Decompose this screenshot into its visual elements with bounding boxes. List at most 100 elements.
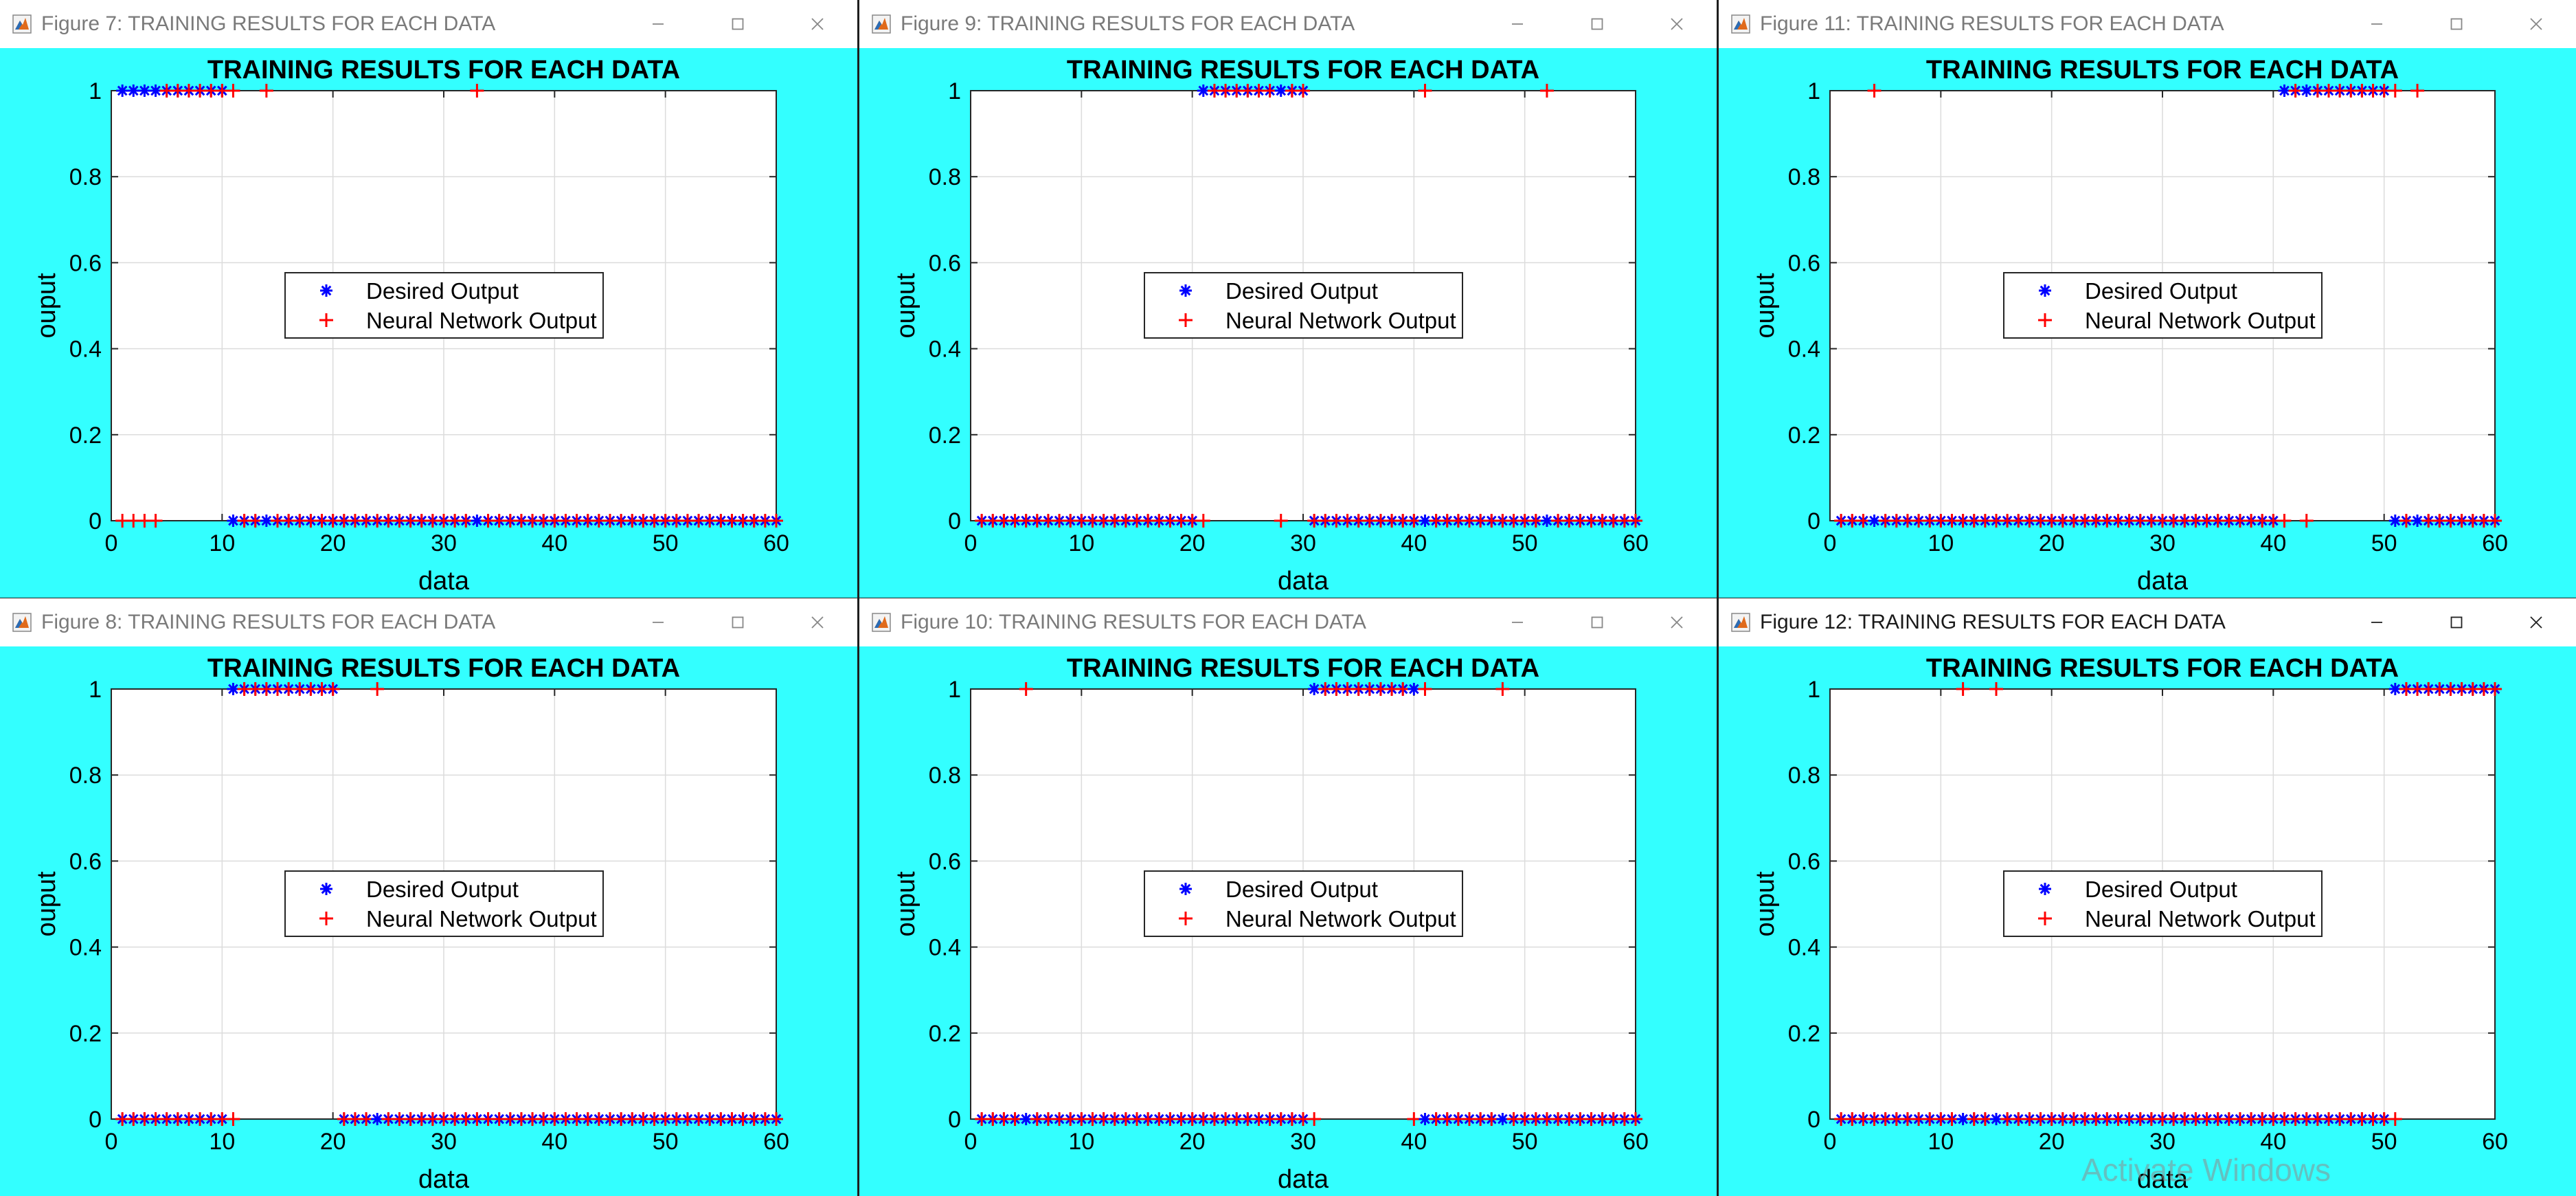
- x-tick-label: 30: [2149, 530, 2176, 556]
- y-tick-label: 0.4: [1788, 337, 1820, 363]
- minimize-button[interactable]: [2356, 607, 2397, 638]
- window-titlebar[interactable]: Figure 10: TRAINING RESULTS FOR EACH DAT…: [859, 598, 1717, 646]
- network-output-point: [2399, 514, 2413, 528]
- desired-output-point: [227, 683, 240, 695]
- minimize-button[interactable]: [1497, 8, 1538, 40]
- close-icon: [1671, 18, 1683, 30]
- network-output-point: [326, 682, 340, 696]
- y-tick-label: 1: [948, 78, 961, 104]
- chart-title: TRAINING RESULTS FOR EACH DATA: [1067, 56, 1539, 84]
- legend-label-network: Neural Network Output: [1225, 906, 1456, 932]
- window-titlebar[interactable]: Figure 7: TRAINING RESULTS FOR EACH DATA: [0, 0, 857, 48]
- y-tick-label: 0.8: [69, 164, 102, 190]
- x-tick-label: 50: [653, 1129, 679, 1155]
- matlab-icon: [1731, 613, 1750, 632]
- x-tick-label: 10: [209, 1129, 235, 1155]
- desired-output-point: [1197, 84, 1210, 97]
- legend-label-network: Neural Network Output: [2085, 308, 2316, 333]
- x-tick-label: 60: [763, 1129, 789, 1155]
- chart-plot: 0 10 20 30 40 50 60 0 0.2 0.4 0.6 0.8 1 TRAINING RESU…: [859, 646, 1717, 1196]
- y-tick-label: 0.6: [929, 848, 961, 875]
- close-button[interactable]: [797, 8, 838, 40]
- x-tick-label: 10: [209, 530, 235, 556]
- matlab-icon: [872, 14, 891, 34]
- y-tick-label: 0.8: [929, 164, 961, 190]
- x-tick-label: 50: [653, 530, 679, 556]
- window-titlebar[interactable]: Figure 12: TRAINING RESULTS FOR EACH DAT…: [1719, 598, 2576, 646]
- legend-label-network: Neural Network Output: [366, 308, 597, 333]
- x-tick-label: 60: [1623, 530, 1649, 556]
- close-icon: [811, 18, 824, 30]
- window-titlebar[interactable]: Figure 8: TRAINING RESULTS FOR EACH DATA: [0, 598, 857, 646]
- close-button[interactable]: [2516, 607, 2557, 638]
- network-output-point: [769, 1112, 783, 1126]
- legend-marker-desired: [320, 883, 332, 895]
- legend-marker-desired: [2039, 883, 2051, 895]
- y-tick-label: 0.8: [929, 763, 961, 789]
- y-tick-label: 0: [89, 508, 102, 534]
- x-tick-label: 0: [964, 1129, 978, 1155]
- close-button[interactable]: [1656, 8, 1697, 40]
- y-tick-label: 0: [1807, 1107, 1820, 1133]
- legend-label-network: Neural Network Output: [366, 906, 597, 932]
- x-tick-label: 10: [1928, 1129, 1954, 1155]
- minimize-button[interactable]: [1497, 607, 1538, 638]
- x-tick-label: 0: [105, 1129, 118, 1155]
- legend-label-network: Neural Network Output: [1225, 308, 1456, 333]
- x-axis-label: data: [418, 1165, 470, 1194]
- y-tick-label: 0.6: [929, 250, 961, 276]
- x-tick-label: 10: [1068, 1129, 1094, 1155]
- x-tick-label: 60: [2482, 1129, 2508, 1155]
- y-tick-label: 0.6: [69, 250, 102, 276]
- figure-window-11[interactable]: Figure 11: TRAINING RESULTS FOR EACH DAT…: [1719, 0, 2576, 598]
- window-title: Figure 10: TRAINING RESULTS FOR EACH DAT…: [901, 611, 1366, 633]
- maximize-button[interactable]: [2436, 8, 2477, 40]
- figure-window-10[interactable]: Figure 10: TRAINING RESULTS FOR EACH DAT…: [859, 598, 1717, 1196]
- x-tick-label: 40: [1401, 1129, 1427, 1155]
- y-tick-label: 0.2: [69, 1021, 102, 1047]
- y-tick-label: 0.4: [929, 935, 961, 961]
- chart-legend: Desired Output Neural Network Output: [284, 272, 604, 339]
- y-tick-label: 1: [1807, 677, 1820, 703]
- x-tick-label: 40: [541, 1129, 567, 1155]
- x-tick-label: 20: [320, 1129, 346, 1155]
- minimize-button[interactable]: [637, 8, 679, 40]
- figure-window-7[interactable]: Figure 7: TRAINING RESULTS FOR EACH DATA…: [0, 0, 857, 598]
- x-axis-label: data: [2137, 1165, 2189, 1194]
- maximize-icon: [1591, 18, 1603, 30]
- minimize-button[interactable]: [2356, 8, 2397, 40]
- maximize-button[interactable]: [1577, 607, 1618, 638]
- y-tick-label: 0.2: [929, 422, 961, 449]
- desired-output-point: [1540, 515, 1553, 527]
- figure-window-12[interactable]: Figure 12: TRAINING RESULTS FOR EACH DAT…: [1719, 598, 2576, 1196]
- close-button[interactable]: [797, 607, 838, 638]
- y-tick-label: 0.2: [1788, 1021, 1820, 1047]
- close-button[interactable]: [2516, 8, 2557, 40]
- maximize-button[interactable]: [717, 607, 758, 638]
- y-tick-label: 0.2: [929, 1021, 961, 1047]
- network-output-point: [1945, 1112, 1959, 1126]
- window-titlebar[interactable]: Figure 11: TRAINING RESULTS FOR EACH DAT…: [1719, 0, 2576, 48]
- x-tick-label: 60: [1623, 1129, 1649, 1155]
- y-tick-label: 0.4: [69, 337, 102, 363]
- desired-output-point: [127, 84, 140, 97]
- chart-plot: 0 10 20 30 40 50 60 0 0.2 0.4 0.6 0.8 1 TRAINING RESU…: [859, 48, 1717, 598]
- figure-window-9[interactable]: Figure 9: TRAINING RESULTS FOR EACH DATA…: [859, 0, 1717, 598]
- maximize-button[interactable]: [717, 8, 758, 40]
- network-output-point: [1407, 514, 1421, 528]
- y-tick-label: 0.4: [69, 935, 102, 961]
- desired-output-point: [138, 84, 151, 97]
- maximize-button[interactable]: [1577, 8, 1618, 40]
- desired-output-point: [149, 84, 162, 97]
- figure-area: 0 10 20 30 40 50 60 0 0.2 0.4 0.6 0.8 1 TRAINING RESU…: [1719, 48, 2576, 598]
- x-tick-label: 30: [2149, 1129, 2176, 1155]
- network-output-point: [1495, 682, 1510, 696]
- minimize-button[interactable]: [637, 607, 679, 638]
- window-titlebar[interactable]: Figure 9: TRAINING RESULTS FOR EACH DATA: [859, 0, 1717, 48]
- figure-area: 0 10 20 30 40 50 60 0 0.2 0.4 0.6 0.8 1 TRAINING RESU…: [1719, 646, 2576, 1196]
- y-tick-label: 0.4: [929, 337, 961, 363]
- close-button[interactable]: [1656, 607, 1697, 638]
- data-markers: [1834, 682, 2502, 1126]
- figure-window-8[interactable]: Figure 8: TRAINING RESULTS FOR EACH DATA…: [0, 598, 857, 1196]
- maximize-button[interactable]: [2436, 607, 2477, 638]
